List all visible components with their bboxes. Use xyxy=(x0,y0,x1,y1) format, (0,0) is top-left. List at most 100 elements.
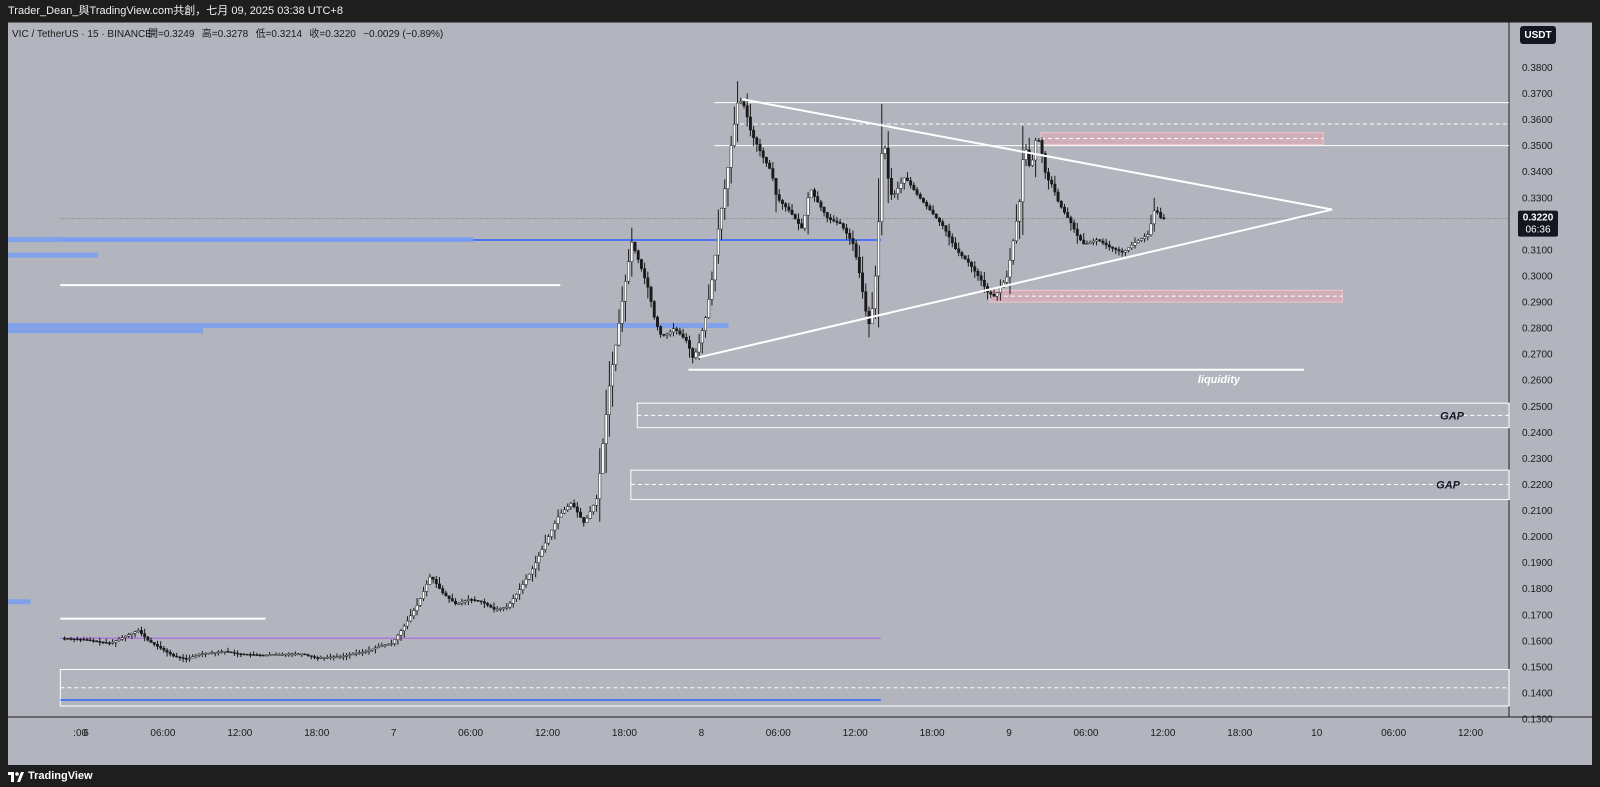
candle-body-55 xyxy=(239,653,243,655)
candle-body-110 xyxy=(415,605,419,611)
candle-body-320 xyxy=(1088,242,1092,244)
time-tick-14: 06:00 xyxy=(1073,728,1098,739)
symbol-title: VIC / TetherUS · 15 · BINANCE xyxy=(12,29,152,40)
candle-body-264 xyxy=(909,180,913,186)
candle-body-89 xyxy=(348,654,352,656)
time-tick-7: 12:00 xyxy=(535,728,560,739)
candle-body-170 xyxy=(607,385,611,415)
candle-body-111 xyxy=(418,598,422,606)
candle-body-163 xyxy=(585,518,589,523)
candle-body-177 xyxy=(630,241,634,262)
annotations-layer: liquidity GAP GAP xyxy=(1198,374,1465,492)
candle-body-315 xyxy=(1072,222,1076,230)
candle-body-85 xyxy=(335,656,339,658)
candle-body-213 xyxy=(745,105,749,118)
currency-badge-bg[interactable] xyxy=(1520,26,1556,44)
candle-body-280 xyxy=(960,252,964,257)
candle-body-150 xyxy=(543,542,547,550)
tradingview-logo[interactable]: TradingView xyxy=(8,766,93,787)
candle-body-146 xyxy=(531,568,534,575)
candle-body-303 xyxy=(1034,140,1038,161)
candle-body-175 xyxy=(623,280,627,302)
candle-body-27 xyxy=(149,639,153,643)
volume-profile xyxy=(8,236,729,605)
candle-body-74 xyxy=(300,653,304,656)
candle-body-117 xyxy=(438,583,441,589)
price-axis[interactable]: 0.3800 0.3700 0.3600 0.3500 0.3400 0.3300 0.32… xyxy=(1522,63,1553,726)
candle-body-232 xyxy=(806,197,810,216)
candle-body-238 xyxy=(825,212,829,218)
candle-body-133 xyxy=(489,604,493,608)
candle-body-295 xyxy=(1008,260,1012,278)
candle-body-17 xyxy=(117,638,121,641)
candle-body-200 xyxy=(704,317,707,331)
candle-body-324 xyxy=(1101,240,1105,244)
candle-body-186 xyxy=(659,326,663,335)
candle-body-13 xyxy=(104,642,108,644)
candle-body-105 xyxy=(399,630,403,636)
candle-body-109 xyxy=(412,610,416,617)
candle-body-332 xyxy=(1127,247,1131,251)
candle-body-318 xyxy=(1082,239,1086,245)
candle-body-319 xyxy=(1085,243,1089,245)
candle-body-246 xyxy=(851,238,855,244)
triangle-upper-line xyxy=(742,98,1333,211)
price-tick-20: 0.1800 xyxy=(1522,584,1553,595)
candle-body-144 xyxy=(524,579,528,585)
currency-badge[interactable]: USDT xyxy=(1524,30,1551,41)
candle-body-95 xyxy=(367,649,371,652)
candle-body-41 xyxy=(194,655,198,657)
ohlc-values: 開=0.3249 高=0.3278 低=0.3214 收=0.3220 −0.0029 … xyxy=(148,27,443,40)
candle-body-57 xyxy=(245,653,249,656)
candle-body-309 xyxy=(1053,183,1057,193)
candle-body-75 xyxy=(303,653,307,656)
candle-body-284 xyxy=(973,266,977,272)
candle-body-157 xyxy=(566,506,570,511)
candle-body-273 xyxy=(938,217,941,223)
candle-body-307 xyxy=(1047,172,1050,181)
candle-body-47 xyxy=(213,652,217,654)
candle-body-136 xyxy=(498,608,502,610)
candle-body-193 xyxy=(681,333,685,338)
candle-body-286 xyxy=(979,275,983,281)
candle-body-50 xyxy=(223,651,227,653)
price-tick-7: 0.3100 xyxy=(1522,245,1553,256)
ohlc-value-3: 收=0.3220 xyxy=(309,27,356,40)
candle-body-189 xyxy=(668,331,672,335)
price-tick-25: 0.1300 xyxy=(1522,715,1553,726)
price-tick-14: 0.2400 xyxy=(1522,428,1553,439)
candle-body-42 xyxy=(197,653,201,656)
candle-body-218 xyxy=(761,150,765,158)
price-chart[interactable]: VIC / TetherUS · 15 · BINANCE 開=0.3249 高=… xyxy=(0,22,1600,766)
candle-body-48 xyxy=(216,651,220,654)
time-axis[interactable]: :006 06:00 12:00 18:00 7 06:00 12:00 18:00 8 06:0… xyxy=(73,728,1483,739)
zones-layer xyxy=(59,132,1510,707)
candle-body-231 xyxy=(803,214,807,229)
candle-body-121 xyxy=(450,598,454,602)
tradingview-logo-icon xyxy=(8,771,24,782)
candle-body-90 xyxy=(351,653,355,656)
candle-body-20 xyxy=(127,634,131,637)
candle-body-250 xyxy=(864,291,868,312)
candle-body-38 xyxy=(184,658,188,660)
triangle-lower-line xyxy=(698,208,1333,359)
candle-body-21 xyxy=(130,632,134,635)
candle-body-195 xyxy=(688,340,691,349)
candle-body-223 xyxy=(777,194,781,201)
candle-body-277 xyxy=(950,236,954,244)
candle-body-25 xyxy=(143,633,147,638)
price-tick-3: 0.3500 xyxy=(1522,141,1553,152)
triangle-drawing[interactable] xyxy=(698,98,1333,359)
candle-body-336 xyxy=(1139,238,1143,241)
candle-body-88 xyxy=(345,655,349,657)
candle-body-298 xyxy=(1018,201,1022,222)
candle-body-43 xyxy=(200,653,204,655)
candle-body-176 xyxy=(627,261,631,282)
candle-body-142 xyxy=(518,589,522,595)
candle-body-3 xyxy=(72,638,76,641)
candle-body-331 xyxy=(1123,250,1127,253)
candle-body-91 xyxy=(354,653,358,655)
candle-body-166 xyxy=(595,498,599,506)
candle-body-65 xyxy=(271,654,275,656)
